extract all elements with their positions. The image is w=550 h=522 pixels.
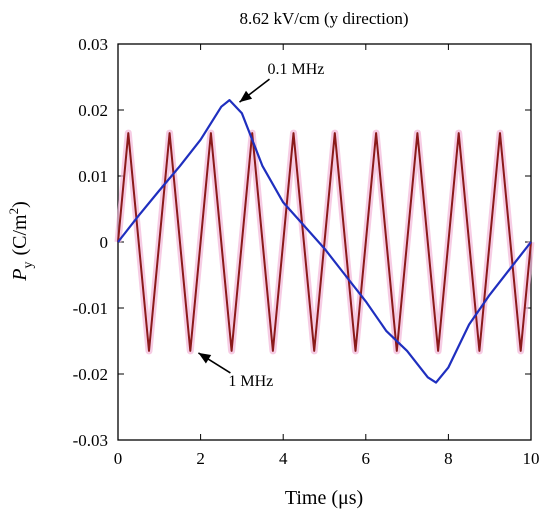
x-tick-label: 8 xyxy=(444,449,453,468)
x-axis-title: Time (μs) xyxy=(285,487,363,509)
annotation-0-1mhz-label: 0.1 MHz xyxy=(268,61,325,78)
y-tick-label: -0.01 xyxy=(73,299,108,318)
y-axis-ticks: 0.03 0.02 0.01 0 -0.01 -0.02 -0.03 xyxy=(73,35,531,450)
y-axis-unit-sup: 2 xyxy=(6,208,21,215)
series-1mhz-line xyxy=(117,132,532,352)
x-tick-label: 0 xyxy=(114,449,123,468)
y-axis-symbol: P xyxy=(9,269,31,282)
series-0-1mhz-line xyxy=(117,98,532,384)
y-tick-label: 0.02 xyxy=(78,101,108,120)
y-tick-label: -0.02 xyxy=(73,365,108,384)
annotation-1mhz-arrow-head xyxy=(198,352,212,364)
annotation-0-1mhz-arrow-head xyxy=(239,90,253,103)
y-axis-unit-close: ) xyxy=(9,201,31,208)
series-layer xyxy=(114,98,535,384)
y-tick-label: 0.01 xyxy=(78,167,108,186)
y-tick-label: 0.03 xyxy=(78,35,108,54)
y-axis-title: Py (C/m2) xyxy=(6,201,36,282)
y-tick-label: 0 xyxy=(100,233,109,252)
x-tick-label: 4 xyxy=(279,449,288,468)
x-tick-label: 10 xyxy=(523,449,540,468)
y-axis-unit-open: (C/m xyxy=(9,214,31,256)
x-axis-ticks: 0 2 4 6 8 10 xyxy=(114,44,540,468)
x-tick-label: 6 xyxy=(362,449,371,468)
y-tick-label: -0.03 xyxy=(73,431,108,450)
annotation-layer: 0.1 MHz 1 MHz xyxy=(197,61,325,390)
chart-title: 8.62 kV/cm (y direction) xyxy=(239,9,408,28)
y-axis-subscript: y xyxy=(21,262,36,269)
x-tick-label: 2 xyxy=(196,449,205,468)
annotation-1mhz-label: 1 MHz xyxy=(228,373,273,390)
